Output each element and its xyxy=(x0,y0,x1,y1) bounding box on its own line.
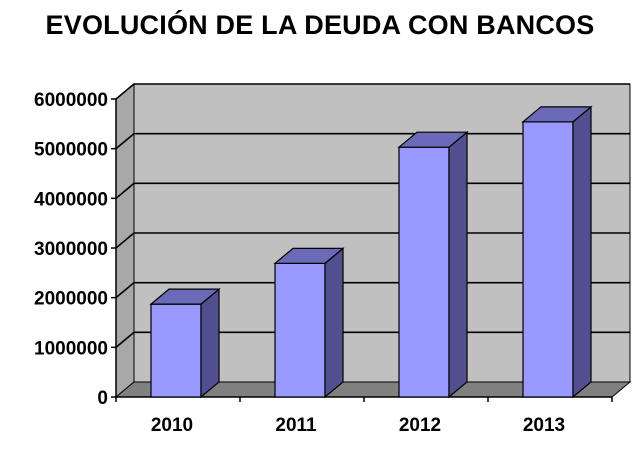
bar-top xyxy=(149,288,221,305)
bar xyxy=(521,105,593,399)
bar-front xyxy=(398,146,450,398)
bars xyxy=(149,105,593,399)
x-axis: 2010 2011 2012 2013 xyxy=(115,396,613,436)
bar xyxy=(273,247,345,399)
x-tick-label: 2010 xyxy=(151,415,193,436)
bar-side xyxy=(200,287,220,399)
y-tick-label: 4000000 xyxy=(34,189,108,210)
bar-side xyxy=(572,105,592,399)
x-tick-label: 2013 xyxy=(523,415,565,436)
x-tick-label: 2012 xyxy=(399,415,441,436)
y-tick-label: 0 xyxy=(97,388,108,409)
bar-front xyxy=(150,303,202,398)
gridline xyxy=(115,83,630,100)
y-tick-label: 6000000 xyxy=(34,90,108,111)
y-tick-label: 2000000 xyxy=(34,289,108,310)
bar-front xyxy=(274,262,326,398)
y-axis: 0 1000000 2000000 3000000 4000000 5000000 6000… xyxy=(34,90,117,409)
bar-side xyxy=(448,130,468,399)
bar-side xyxy=(324,247,344,399)
chart-title: EVOLUCIÓN DE LA DEUDA CON BANCOS xyxy=(45,10,595,40)
bar-top xyxy=(273,247,345,264)
y-tick-label: 1000000 xyxy=(34,338,108,359)
bar-front xyxy=(522,121,574,398)
bar xyxy=(149,287,221,399)
x-tick-label: 2011 xyxy=(275,415,317,436)
y-tick-label: 5000000 xyxy=(34,140,108,161)
bar-top xyxy=(397,131,469,148)
bar-top xyxy=(521,106,593,123)
y-tick-label: 3000000 xyxy=(34,239,108,260)
bar xyxy=(397,130,469,399)
